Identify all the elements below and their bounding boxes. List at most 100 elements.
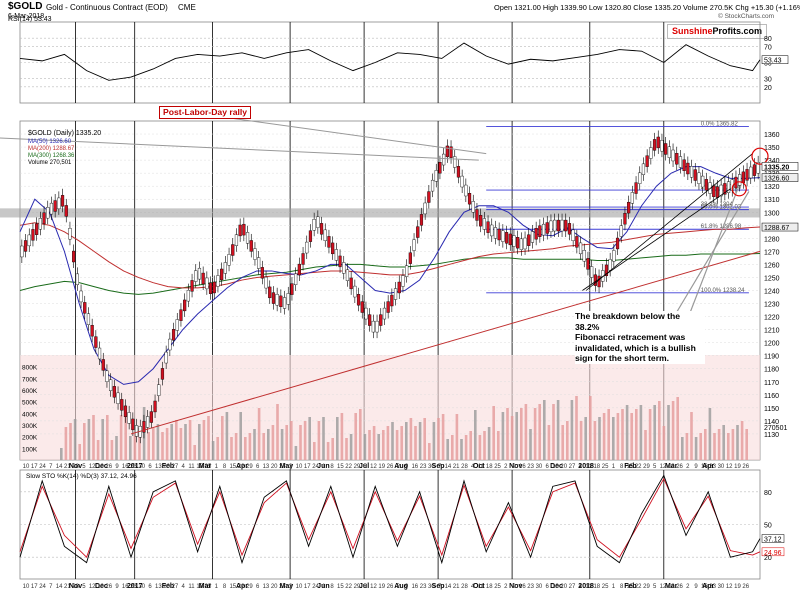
candle-body bbox=[294, 273, 298, 286]
support-band bbox=[0, 208, 760, 218]
candle-body bbox=[571, 229, 575, 242]
rsi-line bbox=[19, 42, 761, 81]
candle-body bbox=[427, 191, 431, 203]
volume-bar bbox=[354, 413, 357, 460]
day-label: 18 bbox=[196, 464, 203, 470]
month-label: Apr bbox=[702, 463, 714, 470]
candle-body bbox=[686, 162, 690, 175]
day-label: 23 bbox=[527, 584, 534, 590]
day-label: 10 bbox=[296, 464, 303, 470]
day-label: 26 bbox=[387, 584, 394, 590]
month-label: 2018 bbox=[578, 583, 594, 590]
volume-bar bbox=[216, 437, 219, 460]
volume-bar bbox=[326, 442, 330, 460]
day-label: 12 bbox=[660, 584, 667, 590]
volume-bar bbox=[717, 429, 721, 460]
day-label: 1 bbox=[322, 464, 326, 470]
day-label: 17 bbox=[304, 464, 311, 470]
candle-body bbox=[471, 201, 475, 213]
candle-body bbox=[615, 237, 620, 250]
day-label: 8 bbox=[330, 584, 334, 590]
volume-bar bbox=[363, 434, 367, 460]
volume-bar bbox=[133, 432, 137, 460]
volume-bar bbox=[441, 414, 445, 460]
volume-bar bbox=[119, 415, 123, 460]
credit: © StockCharts.com bbox=[718, 13, 775, 20]
day-label: 4 bbox=[182, 584, 186, 590]
candle-body bbox=[356, 294, 361, 306]
sunshine-profits-logo[interactable]: SunshineProfits.com bbox=[667, 24, 768, 39]
candle-body bbox=[482, 218, 486, 230]
volume-bar bbox=[179, 428, 183, 460]
volume-bar bbox=[699, 433, 702, 460]
post-labor-day-pointer bbox=[0, 137, 479, 161]
candle-body bbox=[27, 234, 31, 247]
day-label: 18 bbox=[593, 464, 600, 470]
volume-bar bbox=[515, 412, 518, 460]
volume-bar bbox=[648, 409, 652, 460]
day-label: 6 bbox=[256, 584, 260, 590]
candle-body bbox=[701, 175, 705, 188]
volume-bar bbox=[621, 409, 624, 460]
candle-body bbox=[146, 416, 150, 428]
volume-bar bbox=[455, 414, 459, 460]
volume-bar bbox=[418, 422, 422, 460]
candle-body bbox=[667, 146, 671, 158]
month-label: Jul bbox=[359, 463, 369, 470]
candle-body bbox=[327, 236, 331, 248]
volume-bar bbox=[423, 418, 426, 460]
day-label: 25 bbox=[602, 584, 609, 590]
volume-bar bbox=[671, 401, 675, 460]
candle-body bbox=[297, 263, 301, 276]
candle-body bbox=[120, 399, 124, 411]
candle-body bbox=[460, 175, 464, 188]
volume-bar bbox=[483, 431, 486, 460]
day-label: 22 bbox=[238, 464, 245, 470]
day-label: 22 bbox=[238, 584, 245, 590]
day-label: 29 bbox=[354, 584, 361, 590]
day-label: 9 bbox=[512, 464, 516, 470]
volume-bar bbox=[639, 405, 643, 460]
candle-body bbox=[157, 384, 161, 396]
sto-tick-label: 80 bbox=[764, 490, 772, 497]
day-label: 19 bbox=[734, 584, 741, 590]
candle-body bbox=[608, 259, 612, 271]
price-label-box bbox=[761, 222, 799, 232]
candle-body bbox=[527, 234, 531, 246]
candle-body bbox=[112, 386, 116, 398]
candle-body bbox=[604, 264, 609, 277]
volume-bar bbox=[308, 417, 311, 460]
day-label: 8 bbox=[223, 464, 227, 470]
day-label: 25 bbox=[494, 464, 501, 470]
candle-body bbox=[401, 275, 405, 287]
day-label: 17 bbox=[31, 584, 38, 590]
volume-bar bbox=[345, 438, 348, 460]
candle-body bbox=[619, 225, 623, 237]
day-label: 13 bbox=[552, 584, 559, 590]
day-label: 27 bbox=[569, 464, 576, 470]
volume-bar bbox=[451, 435, 454, 460]
candle-body bbox=[234, 234, 239, 246]
candle-body bbox=[197, 267, 202, 280]
candle-body bbox=[46, 207, 50, 219]
candle-body bbox=[386, 301, 390, 313]
volume-bar bbox=[437, 418, 440, 460]
candle-body bbox=[623, 213, 627, 225]
day-label: 27 bbox=[279, 584, 286, 590]
volume-bar bbox=[593, 421, 597, 460]
sto-tick-label: 20 bbox=[764, 555, 772, 562]
candle-body bbox=[186, 289, 190, 302]
volume-bar bbox=[69, 423, 72, 460]
volume-bar bbox=[474, 410, 477, 460]
day-label: 24 bbox=[312, 464, 319, 470]
volume-bar bbox=[409, 418, 413, 460]
candle-body bbox=[612, 250, 616, 262]
candle-body bbox=[312, 219, 316, 231]
day-label: 4 bbox=[471, 464, 475, 470]
volume-bar bbox=[386, 426, 390, 460]
day-label: 23 bbox=[527, 464, 534, 470]
volume-bar bbox=[248, 433, 252, 460]
day-label: 24 bbox=[39, 584, 46, 590]
volume-bar bbox=[115, 436, 118, 460]
candle-body bbox=[42, 212, 46, 224]
